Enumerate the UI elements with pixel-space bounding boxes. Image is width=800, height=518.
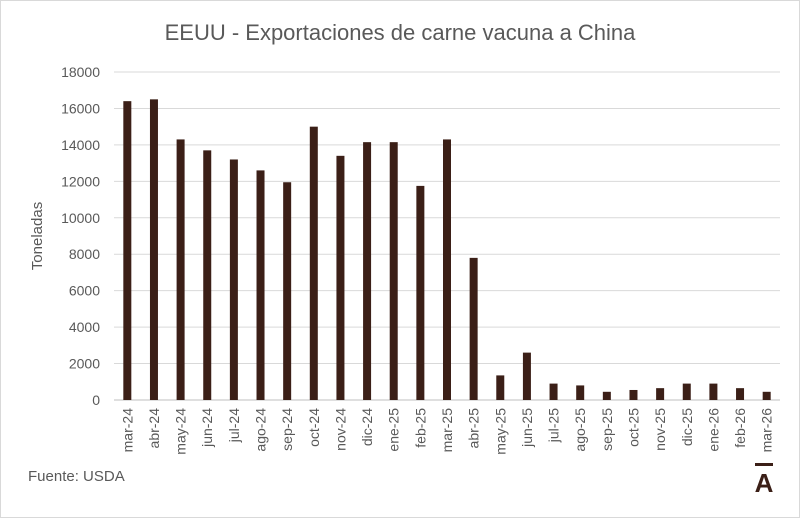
x-tick-label: feb-25 xyxy=(412,408,428,448)
bar xyxy=(389,142,398,400)
bar xyxy=(656,388,665,400)
y-tick-label: 0 xyxy=(92,392,100,408)
logo-macron xyxy=(755,463,773,466)
bar xyxy=(496,375,505,400)
y-tick-label: 6000 xyxy=(69,283,100,299)
x-tick-label: jul-25 xyxy=(546,408,562,443)
bar xyxy=(336,155,345,400)
x-tick-label: sep-24 xyxy=(279,408,295,451)
x-tick-label: nov-24 xyxy=(332,408,348,451)
bar xyxy=(469,257,478,400)
bar xyxy=(416,185,425,400)
x-tick-label: jul-24 xyxy=(226,408,242,443)
bar xyxy=(123,101,132,401)
x-tick-label: may-25 xyxy=(492,408,508,455)
bar xyxy=(576,385,585,400)
y-tick-label: 8000 xyxy=(69,246,100,262)
x-tick-label: dic-24 xyxy=(359,408,375,446)
x-tick-label: may-24 xyxy=(173,408,189,455)
x-tick-label: ago-24 xyxy=(253,408,269,452)
source-note: Fuente: USDA xyxy=(28,468,125,485)
bar xyxy=(176,139,185,400)
y-tick-label: 4000 xyxy=(69,319,100,335)
bar xyxy=(149,99,158,400)
x-tick-label: abr-25 xyxy=(466,408,482,449)
bar xyxy=(682,383,691,400)
bar xyxy=(256,170,265,400)
bar xyxy=(283,182,292,400)
y-axis-label: Toneladas xyxy=(29,202,46,270)
bar xyxy=(709,383,718,400)
bar xyxy=(522,352,531,400)
x-tick-label: sep-25 xyxy=(599,408,615,451)
bar xyxy=(736,388,745,400)
bar xyxy=(203,150,212,400)
y-tick-label: 10000 xyxy=(61,210,100,226)
x-tick-label: mar-25 xyxy=(439,408,455,453)
bar xyxy=(629,389,638,400)
bar xyxy=(762,391,771,400)
x-tick-label: ago-25 xyxy=(572,408,588,452)
x-tick-label: ene-25 xyxy=(386,408,402,452)
x-tick-label: oct-25 xyxy=(625,408,641,447)
x-tick-label: mar-24 xyxy=(119,408,135,453)
bar xyxy=(443,139,451,400)
x-tick-label: dic-25 xyxy=(679,408,695,446)
bar xyxy=(602,391,611,400)
x-tick-label: feb-26 xyxy=(732,408,748,448)
x-tick-label: jun-24 xyxy=(199,408,215,448)
bar xyxy=(363,142,372,400)
bar xyxy=(229,159,238,400)
x-tick-label: oct-24 xyxy=(306,408,322,447)
y-tick-label: 18000 xyxy=(61,64,100,80)
y-tick-label: 12000 xyxy=(61,173,100,189)
bar xyxy=(549,383,558,400)
x-tick-label: abr-24 xyxy=(146,408,162,449)
chart-title: EEUU - Exportaciones de carne vacuna a C… xyxy=(164,20,636,45)
y-tick-label: 14000 xyxy=(61,137,100,153)
brand-logo: A xyxy=(754,468,774,498)
x-tick-label: jun-25 xyxy=(519,408,535,448)
x-tick-label: ene-26 xyxy=(705,408,721,452)
bar xyxy=(309,126,318,401)
x-tick-label: mar-26 xyxy=(759,408,775,453)
y-tick-label: 2000 xyxy=(69,356,100,372)
x-tick-label: nov-25 xyxy=(652,408,668,451)
y-tick-label: 16000 xyxy=(61,100,100,116)
